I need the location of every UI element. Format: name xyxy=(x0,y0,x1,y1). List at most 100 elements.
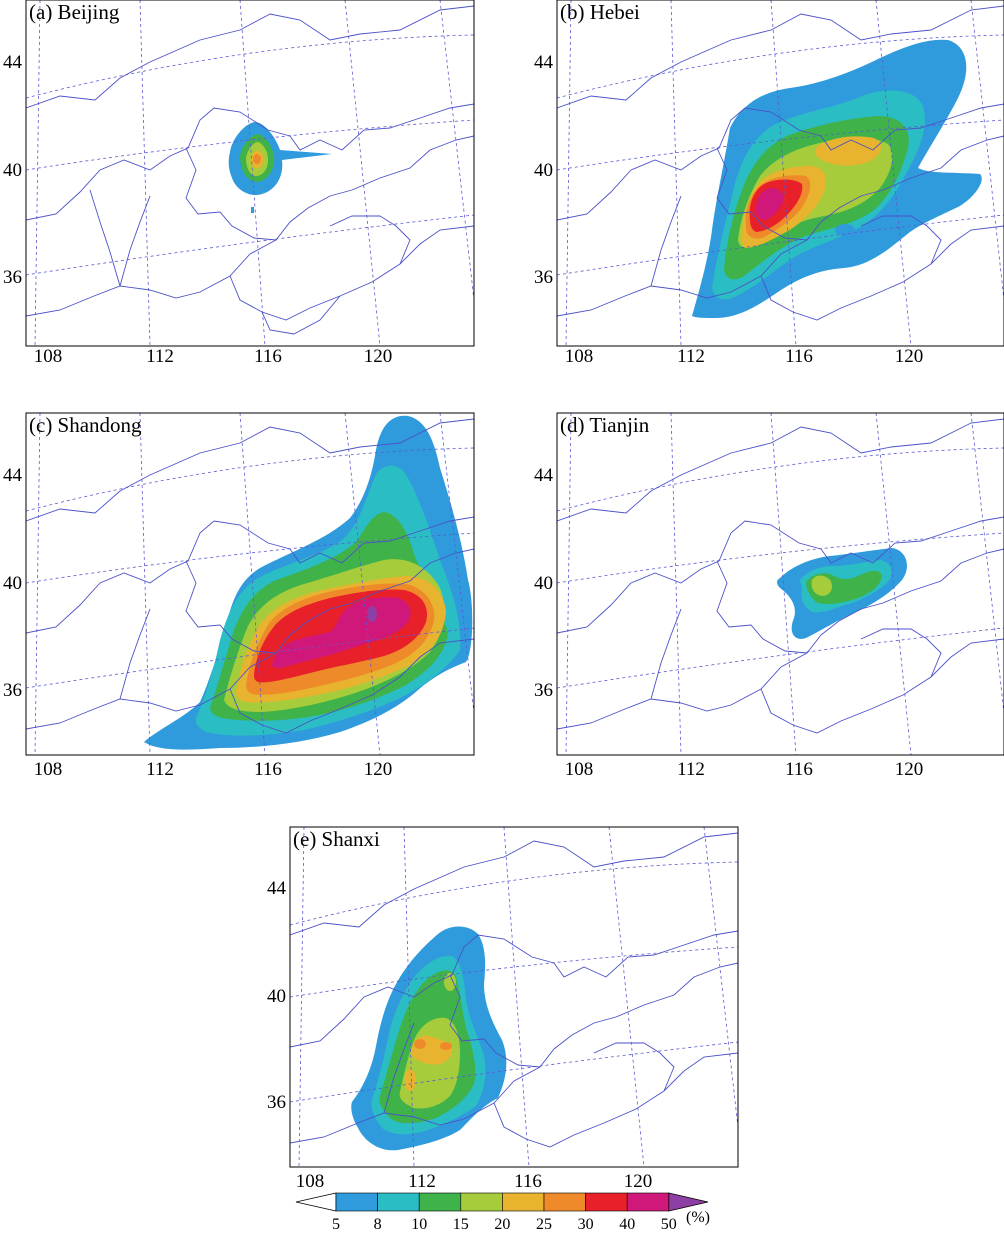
colorbar-label-40: 40 xyxy=(619,1216,635,1233)
lat-ticks-shandong: 44 40 36 xyxy=(3,465,23,701)
colorbar-bin-15-20 xyxy=(460,1192,503,1212)
colorbar-label-5: 5 xyxy=(332,1216,340,1233)
lon-tick-108: 108 xyxy=(565,346,594,367)
colorbar-over-arrow xyxy=(668,1192,709,1212)
lon-tick-116: 116 xyxy=(785,346,813,367)
lon-tick-112: 112 xyxy=(146,346,174,367)
lat-ticks-tianjin: 44 40 36 xyxy=(534,465,554,701)
lat-tick-36: 36 xyxy=(3,680,22,701)
panel-title-tianjin: (d) Tianjin xyxy=(560,413,650,437)
graticule xyxy=(290,827,738,1167)
lon-ticks-shanxi: 108 112 116 120 xyxy=(296,1171,653,1192)
lat-ticks-hebei: 44 40 36 xyxy=(534,52,554,288)
colorbar-unit: (%) xyxy=(686,1209,710,1226)
province-borders xyxy=(26,418,474,734)
panel-hebei: (b) Hebei 44 40 36 108 112 116 120 xyxy=(534,0,1004,367)
lon-tick-116: 116 xyxy=(254,346,282,367)
lon-ticks-tianjin: 108 112 116 120 xyxy=(565,759,924,780)
concentration-field xyxy=(692,39,982,318)
colorbar-bin-25-30 xyxy=(543,1192,586,1212)
graticule xyxy=(557,413,1004,755)
panel-tianjin: (d) Tianjin 44 40 36 108 112 116 120 xyxy=(534,412,1004,780)
lon-ticks-hebei: 108 112 116 120 xyxy=(565,346,924,367)
panel-beijing: (a) Beijing 44 40 36 108 112 116 120 xyxy=(3,0,475,367)
lon-ticks-shandong: 108 112 116 120 xyxy=(34,759,393,780)
colorbar-bin-40-50 xyxy=(626,1192,670,1212)
lat-tick-36: 36 xyxy=(267,1092,286,1113)
panel-title-shanxi: (e) Shanxi xyxy=(293,827,380,851)
panel-title-hebei: (b) Hebei xyxy=(560,0,640,24)
panel-title-beijing: (a) Beijing xyxy=(29,0,120,24)
concentration-field xyxy=(144,415,473,750)
graticule xyxy=(26,413,474,755)
lon-tick-116: 116 xyxy=(514,1171,542,1192)
lon-tick-112: 112 xyxy=(146,759,174,780)
colorbar-label-10: 10 xyxy=(411,1216,427,1233)
lon-tick-108: 108 xyxy=(34,759,63,780)
lat-tick-44: 44 xyxy=(3,52,23,73)
lon-tick-112: 112 xyxy=(677,346,705,367)
lat-tick-40: 40 xyxy=(3,160,22,181)
lat-tick-36: 36 xyxy=(534,267,553,288)
panel-title-shandong: (c) Shandong xyxy=(29,413,142,437)
province-borders xyxy=(557,418,1004,734)
colorbar-label-20: 20 xyxy=(494,1216,510,1233)
lat-tick-40: 40 xyxy=(534,160,553,181)
province-borders xyxy=(290,832,738,1148)
lon-tick-116: 116 xyxy=(254,759,282,780)
map-area-hebei xyxy=(557,0,1004,346)
colorbar-bin-8-10 xyxy=(377,1192,420,1212)
colorbar-label-15: 15 xyxy=(453,1216,469,1233)
colorbar-under-arrow xyxy=(295,1192,337,1212)
lon-tick-120: 120 xyxy=(364,759,393,780)
colorbar-bin-30-40 xyxy=(585,1192,628,1212)
concentration-field xyxy=(777,548,907,639)
lon-tick-108: 108 xyxy=(296,1171,325,1192)
graticule xyxy=(26,0,474,346)
lon-tick-120: 120 xyxy=(895,759,924,780)
lon-tick-108: 108 xyxy=(565,759,594,780)
colorbar-bin-10-15 xyxy=(418,1192,462,1212)
frame-shanxi xyxy=(289,826,739,1168)
map-area-shanxi xyxy=(290,827,738,1167)
lon-ticks-beijing: 108 112 116 120 xyxy=(34,346,393,367)
colorbar: 5 8 10 15 20 25 30 40 50 (%) xyxy=(295,1192,710,1233)
lon-tick-120: 120 xyxy=(895,346,924,367)
lat-tick-36: 36 xyxy=(3,267,22,288)
frame-hebei xyxy=(556,0,1004,347)
lat-tick-44: 44 xyxy=(534,465,554,486)
panel-shanxi: (e) Shanxi 44 40 36 108 112 116 120 xyxy=(267,826,739,1192)
colorbar-bin-5-8 xyxy=(335,1192,378,1212)
lat-tick-36: 36 xyxy=(534,680,553,701)
lon-tick-116: 116 xyxy=(785,759,813,780)
colorbar-label-30: 30 xyxy=(578,1216,594,1233)
colorbar-label-8: 8 xyxy=(374,1216,382,1233)
lon-tick-120: 120 xyxy=(364,346,393,367)
lon-tick-108: 108 xyxy=(34,346,63,367)
panel-shandong: (c) Shandong 44 40 36 108 112 116 120 xyxy=(3,412,475,780)
province-borders xyxy=(26,5,474,335)
lat-tick-40: 40 xyxy=(534,573,553,594)
lat-tick-44: 44 xyxy=(534,52,554,73)
map-area-tianjin xyxy=(557,413,1004,755)
lat-tick-44: 44 xyxy=(267,878,287,899)
concentration-field xyxy=(228,122,332,213)
frame-beijing xyxy=(25,0,475,347)
lon-tick-112: 112 xyxy=(677,759,705,780)
colorbar-label-50: 50 xyxy=(661,1216,677,1233)
lat-ticks-shanxi: 44 40 36 xyxy=(267,878,287,1113)
lat-tick-44: 44 xyxy=(3,465,23,486)
colorbar-bin-20-25 xyxy=(502,1192,545,1212)
lat-tick-40: 40 xyxy=(3,573,22,594)
lat-tick-40: 40 xyxy=(267,986,286,1007)
lon-tick-112: 112 xyxy=(408,1171,436,1192)
province-borders xyxy=(557,5,1004,321)
map-area-beijing xyxy=(26,0,474,346)
lat-ticks-beijing: 44 40 36 xyxy=(3,52,23,288)
frame-shandong xyxy=(25,412,475,756)
colorbar-label-25: 25 xyxy=(536,1216,552,1233)
frame-tianjin xyxy=(556,412,1004,756)
lon-tick-120: 120 xyxy=(624,1171,653,1192)
map-area-shandong xyxy=(26,413,474,755)
